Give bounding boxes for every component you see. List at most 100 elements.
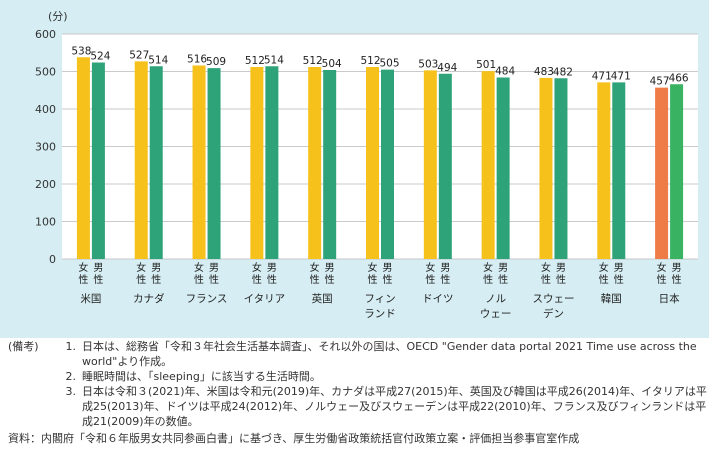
group-label-male: 男 [151,262,161,274]
category-label: ランド [364,308,396,320]
group-label-female: 女 [541,261,551,274]
note-row-1: (備考) 1. 日本は、総務省「令和３年社会生活基本調査」、それ以外の国は、OE… [8,339,708,369]
bar-female [423,70,437,259]
group-label-male: 男 [672,262,682,274]
category-label: 韓国 [601,293,622,305]
data-label-female: 503 [418,58,438,70]
group-label-male: 男 [440,262,450,274]
group-label-male: 性 [325,273,335,286]
data-label-female: 457 [650,76,670,88]
group-label-male: 性 [267,273,277,286]
y-tick-label: 200 [35,178,56,191]
group-label-female: 女 [483,261,493,274]
bar-male [207,68,221,259]
note-text: 日本は、総務省「令和３年社会生活基本調査」、それ以外の国は、OECD "Gend… [82,340,697,368]
category-label: 英国 [312,292,333,305]
data-label-male: 514 [148,54,168,66]
note-text: 睡眠時間は、「sleeping」に該当する生活時間。 [82,370,321,383]
data-label-male: 524 [90,51,110,63]
group-label-male: 男 [209,262,219,274]
group-label-female: 女 [194,261,204,274]
y-tick-label: 100 [35,216,56,229]
group-label-female: 性 [194,273,204,286]
group-label-male: 性 [440,273,450,286]
category-label: フランス [186,293,228,305]
y-tick-label: 500 [35,66,56,79]
group-label-female: 性 [368,273,378,286]
group-label-male: 男 [325,262,335,274]
note-number: 3. [65,385,77,398]
group-label-female: 性 [483,273,493,286]
data-label-female: 512 [303,55,323,67]
group-label-female: 女 [252,261,262,274]
y-tick-label: 300 [35,141,56,154]
group-label-female: 女 [78,261,88,274]
note-number: 2. [65,370,77,383]
bar-female [539,77,553,259]
data-label-female: 483 [534,66,554,78]
category-label: ノル [485,293,506,305]
data-label-male: 509 [206,56,226,68]
bar-female [134,61,148,259]
group-label-female: 女 [368,261,378,274]
group-label-male: 男 [614,262,624,274]
note-row-3: 3. 日本は令和３(2021)年、米国は令和元(2019)年、カナダは平成27(… [8,384,708,429]
group-label-male: 男 [383,262,393,274]
bar-female [76,57,90,259]
data-label-female: 471 [592,70,612,82]
group-label-female: 女 [599,261,609,274]
group-label-male: 性 [383,273,393,286]
note-row-2: 2. 睡眠時間は、「sleeping」に該当する生活時間。 [8,369,708,384]
bar-female [597,82,611,259]
category-label: 日本 [659,292,680,305]
bar-female [481,71,495,259]
y-axis-unit: (分) [48,10,68,23]
group-label-female: 性 [252,273,262,286]
bar-male [438,73,452,259]
bar-male [554,78,568,259]
group-label-male: 性 [614,273,624,286]
note-text: 日本は令和３(2021)年、米国は令和元(2019)年、カナダは平成27(201… [82,385,707,428]
source-line: 資料：内閣府「令和６年版男女共同参画白書」に基づき、厚生労働省政策統括官付政策立… [8,432,580,445]
data-label-male: 514 [264,54,284,66]
notes-section: (備考) 1. 日本は、総務省「令和３年社会生活基本調査」、それ以外の国は、OE… [8,339,708,446]
bar-female [366,67,379,259]
bar-male [149,66,163,259]
y-tick-label: 0 [49,253,56,266]
bar-male [323,70,337,259]
y-tick-label: 600 [35,28,56,41]
bar-male [496,77,510,259]
group-label-female: 性 [78,273,88,286]
group-label-female: 性 [599,273,609,286]
group-label-female: 女 [657,261,667,274]
group-label-male: 性 [672,273,682,286]
group-label-male: 男 [556,262,566,274]
group-label-female: 女 [425,261,435,274]
category-label: フィン [364,293,395,305]
chart-panel: (分) 0 100 200 300 400 500 600 538 524 女性男性米国 527 51… [0,0,709,338]
category-label: デン [543,307,564,320]
bar-female [308,67,322,259]
data-label-male: 466 [669,72,689,84]
category-label: 米国 [80,292,101,305]
group-label-female: 性 [136,273,146,286]
bar-chart: 0100200300400500600538524女性男性米国527514女性男… [35,28,698,320]
data-label-male: 505 [379,58,399,70]
category-label: イタリア [244,293,286,305]
group-label-male: 男 [267,262,277,274]
data-label-female: 527 [129,49,149,61]
group-label-female: 女 [310,261,320,274]
group-label-male: 男 [498,262,508,274]
group-label-female: 性 [657,273,667,286]
group-label-male: 性 [151,273,161,286]
bar-male [381,69,394,259]
category-label: ドイツ [422,293,454,305]
data-label-male: 504 [322,58,342,70]
group-label-female: 女 [136,261,146,274]
category-label: カナダ [133,292,165,305]
bar-male [265,66,279,259]
notes-label: (備考) [8,340,39,353]
bar-male [670,84,684,259]
bar-male [91,62,105,259]
category-label: スウェー [532,293,574,305]
